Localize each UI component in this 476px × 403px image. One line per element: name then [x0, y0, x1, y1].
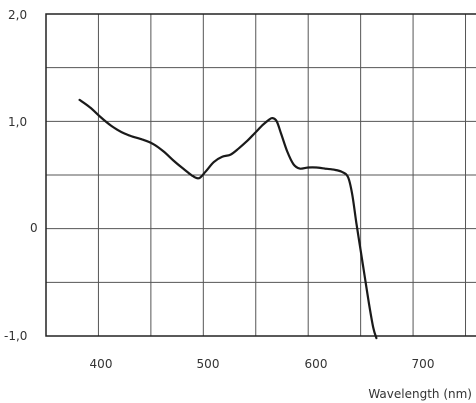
y-tick-label: 1,0 [8, 115, 27, 129]
x-tick-label: 500 [197, 357, 220, 371]
x-axis-label: Wavelength (nm) [368, 387, 472, 401]
x-tick-labels: 400 500 600 700 [90, 357, 435, 371]
y-tick-label: 2,0 [8, 8, 27, 22]
x-tick-label: 400 [90, 357, 113, 371]
x-tick-label: 700 [412, 357, 435, 371]
x-tick-label: 600 [305, 357, 328, 371]
y-tick-label: -1,0 [4, 329, 27, 343]
y-tick-label: 0 [30, 221, 38, 235]
plot-frame [45, 13, 476, 337]
grid-lines [46, 14, 476, 336]
y-tick-labels: 2,0 1,0 0 -1,0 [4, 8, 38, 343]
series-line [78, 98, 378, 340]
plot-area [45, 13, 476, 337]
